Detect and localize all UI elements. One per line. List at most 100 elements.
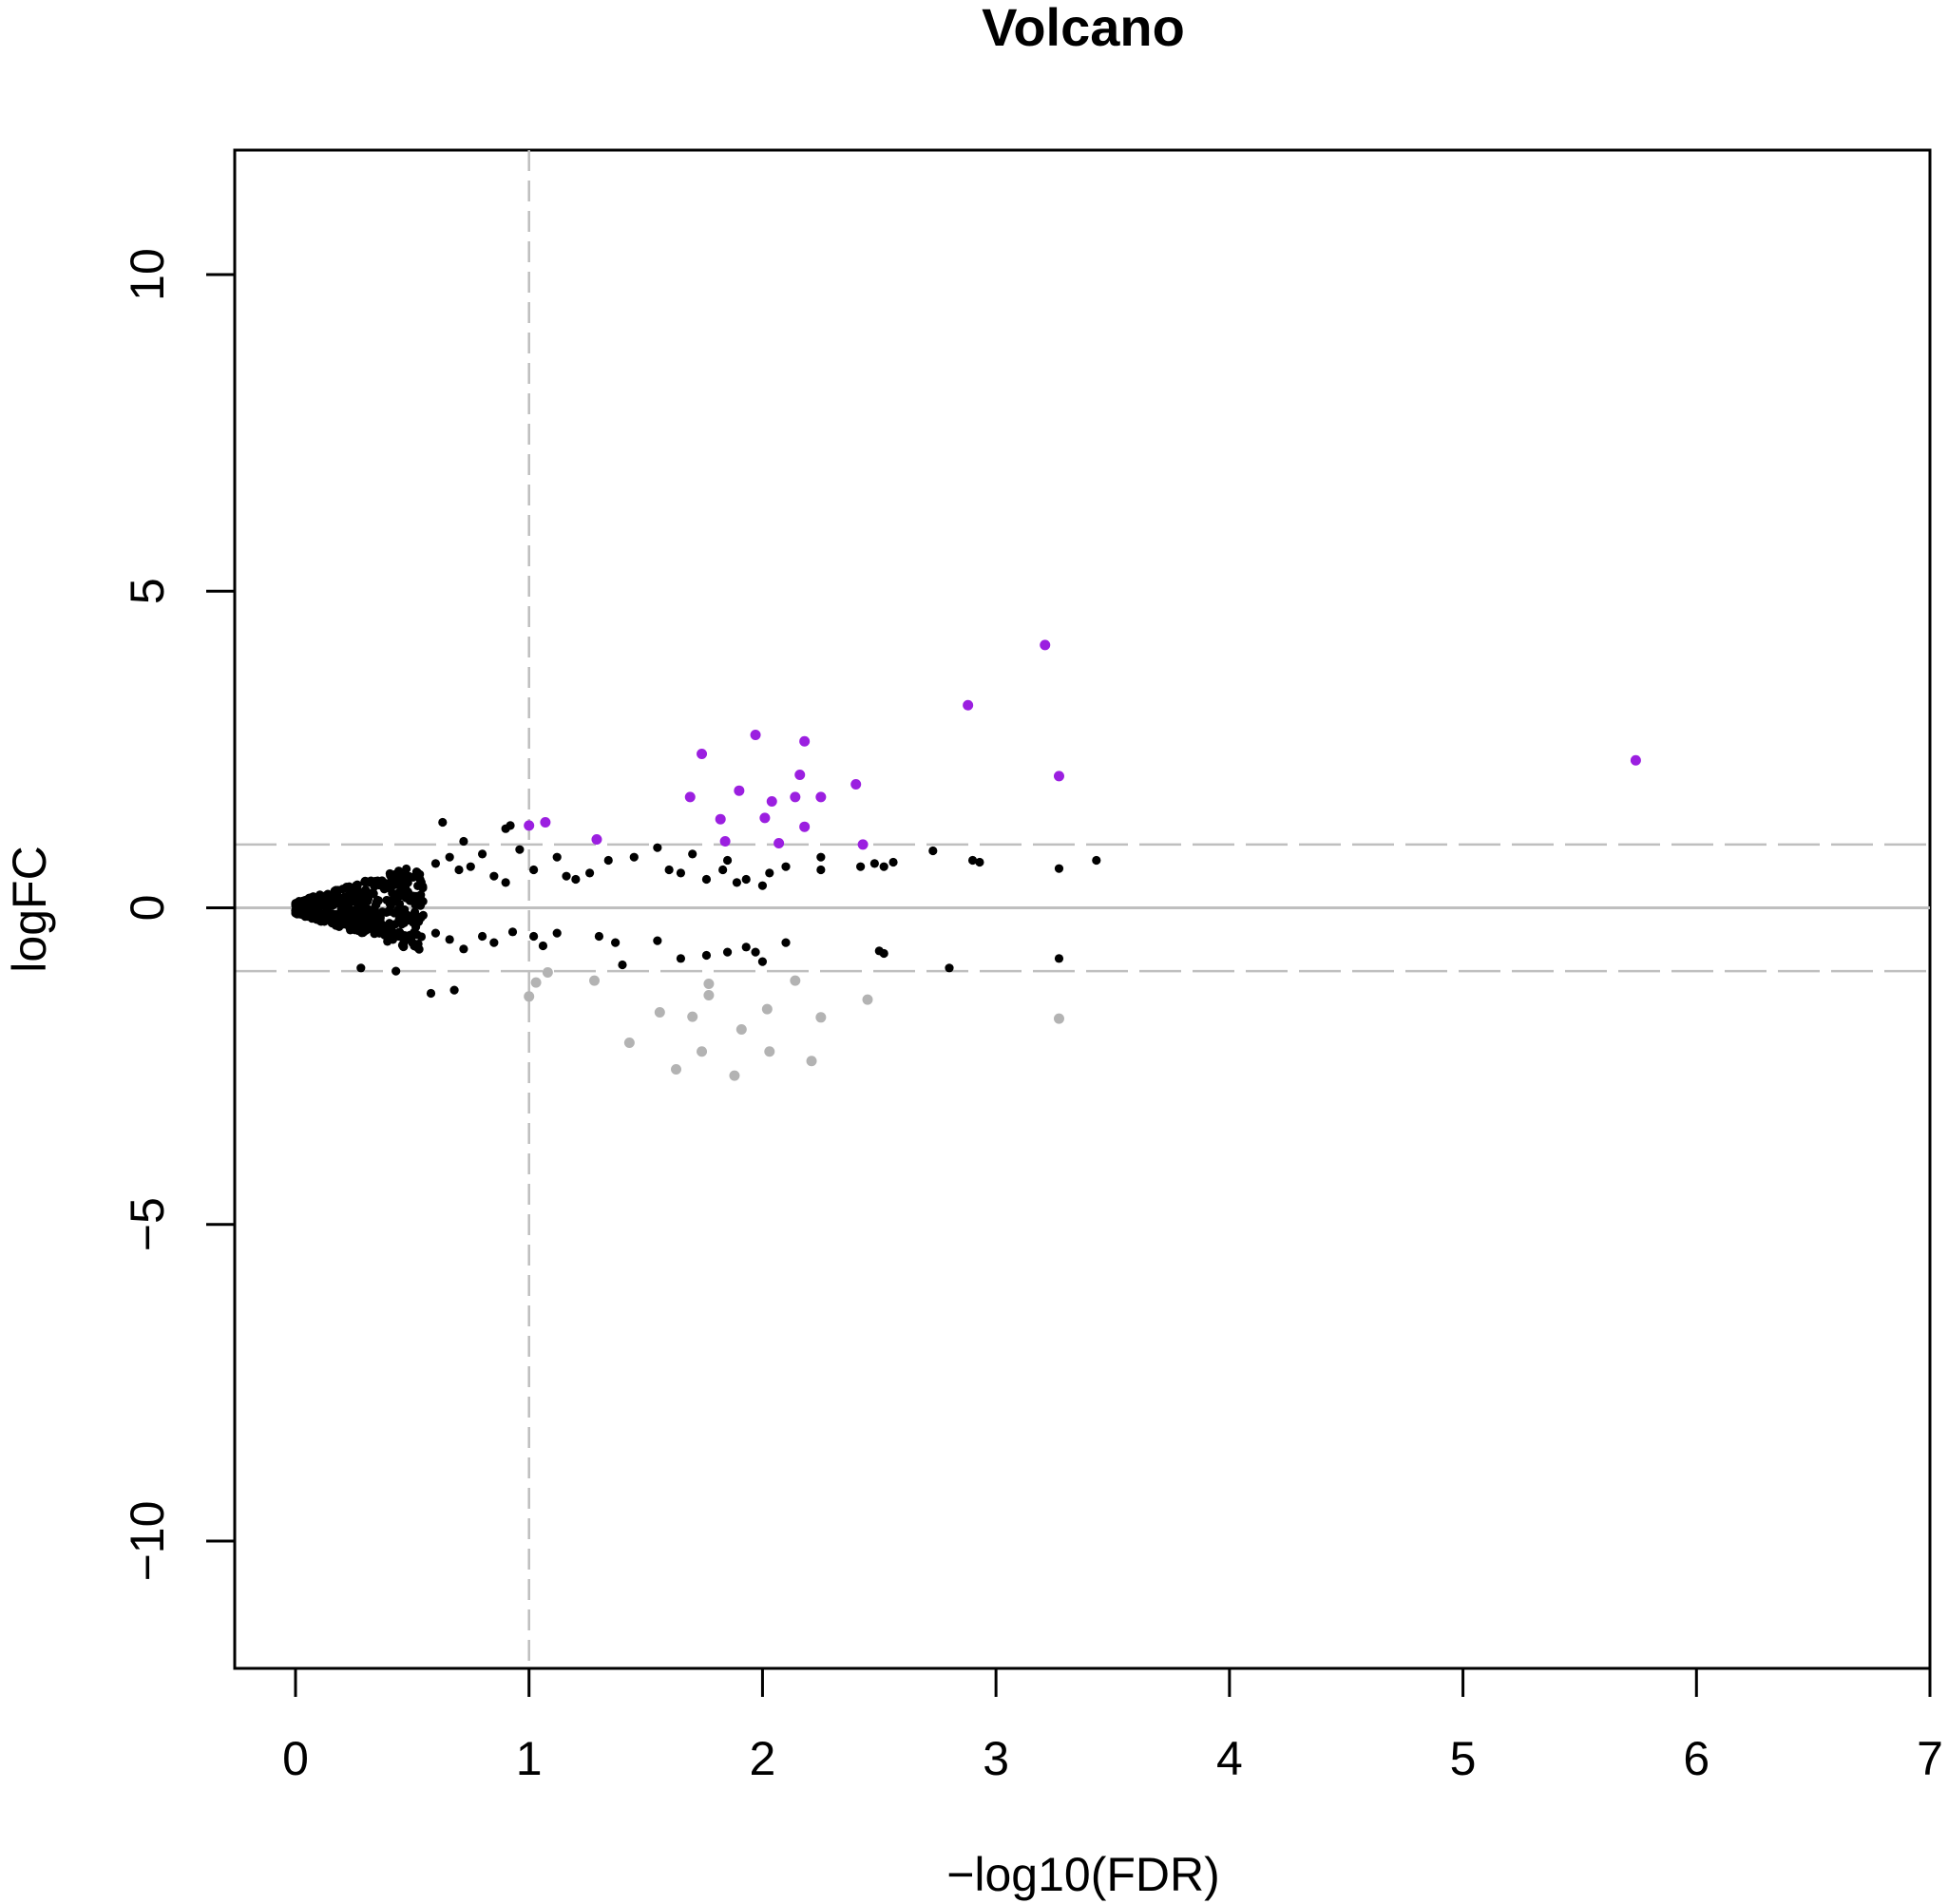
not_significant-point [751, 947, 760, 957]
not_significant-point [701, 874, 712, 885]
cluster-point [397, 941, 408, 950]
up-point [759, 812, 771, 824]
down-point [806, 1056, 817, 1067]
y-tick-label: 0 [121, 895, 174, 922]
not_significant-point [454, 865, 464, 875]
cluster-point [350, 897, 360, 906]
not_significant-point [430, 928, 441, 938]
cluster-point [416, 932, 427, 942]
not_significant-point [676, 954, 686, 963]
not_significant-point [879, 948, 888, 959]
not_significant-point [664, 865, 674, 875]
not_significant-point [445, 852, 454, 862]
not_significant-point [466, 862, 475, 871]
cluster-point [291, 900, 300, 910]
up-point [799, 821, 811, 832]
cluster-point [402, 864, 411, 874]
down-point [790, 975, 801, 986]
cluster-point [415, 912, 425, 922]
not_significant-point [1092, 855, 1101, 866]
up-point [773, 838, 785, 849]
not_significant-point [888, 857, 898, 867]
up-point [799, 735, 811, 747]
not_significant-point [489, 938, 499, 947]
not_significant-point [529, 931, 539, 942]
down-point [1053, 1013, 1064, 1024]
up-point [815, 791, 827, 803]
cluster-point [394, 899, 405, 908]
x-tick-label: 5 [1450, 1732, 1477, 1785]
cluster-point [360, 876, 370, 885]
cluster-point [413, 881, 423, 891]
not_significant-point [489, 871, 499, 881]
down-point [703, 989, 715, 1000]
up-point [715, 813, 726, 825]
cluster-point [361, 925, 371, 936]
up-point [794, 770, 806, 781]
down-point [623, 1037, 635, 1048]
cluster-point [363, 888, 372, 898]
not_significant-point [975, 857, 984, 867]
up-point [750, 730, 761, 741]
x-axis-label: −log10(FDR) [946, 1848, 1220, 1901]
not_significant-point [816, 852, 826, 862]
cluster-point [315, 890, 325, 900]
y-tick-label: 5 [121, 578, 174, 604]
down-point [764, 1046, 775, 1057]
chart-title: Volcano [982, 0, 1185, 57]
not_significant-point [477, 849, 487, 859]
cluster-point [399, 873, 409, 883]
down-point [729, 1070, 740, 1081]
cluster-point [386, 901, 395, 910]
cluster-point [370, 882, 379, 891]
not_significant-point [562, 871, 571, 881]
down-point [687, 1011, 698, 1022]
down-point [654, 1006, 665, 1018]
cluster-point [377, 907, 388, 917]
not_significant-point [722, 947, 733, 957]
up-point [591, 834, 602, 846]
not_significant-point [506, 821, 515, 830]
not_significant-point [928, 846, 938, 856]
not_significant-point [611, 938, 621, 947]
not_significant-point [879, 862, 888, 871]
cluster-point [396, 917, 406, 926]
cluster-point [369, 923, 378, 933]
up-point [790, 791, 801, 803]
cluster-point [339, 918, 349, 928]
not_significant-point [501, 878, 510, 887]
not_significant-point [757, 881, 768, 890]
not_significant-point [718, 865, 728, 875]
cluster-point [359, 917, 370, 926]
cluster-point [336, 897, 347, 906]
cluster-point [375, 917, 385, 926]
x-tick-label: 6 [1683, 1732, 1709, 1785]
not_significant-point [741, 942, 751, 952]
not_significant-point [653, 843, 662, 852]
not_significant-point [438, 817, 448, 828]
up-point [850, 779, 862, 790]
down-point [542, 966, 553, 978]
x-tick-label: 0 [282, 1732, 309, 1785]
y-tick-label: −10 [121, 1501, 174, 1582]
cluster-point [348, 918, 357, 927]
not_significant-point [781, 862, 791, 871]
cluster-point [347, 883, 357, 893]
not_significant-point [1054, 954, 1064, 963]
up-point [1040, 639, 1051, 651]
down-point [761, 1003, 773, 1015]
not_significant-point [603, 855, 613, 866]
up-point [524, 820, 535, 831]
not_significant-point [507, 927, 518, 937]
x-tick-label: 3 [983, 1732, 1009, 1785]
cluster-point [332, 886, 342, 896]
not_significant-point [869, 859, 879, 868]
cluster-point [325, 915, 334, 924]
x-tick-label: 2 [750, 1732, 776, 1785]
cluster-point [353, 905, 362, 915]
cluster-point [382, 879, 392, 888]
cluster-point [384, 935, 393, 944]
down-point [589, 975, 601, 986]
cluster-point [411, 866, 422, 877]
